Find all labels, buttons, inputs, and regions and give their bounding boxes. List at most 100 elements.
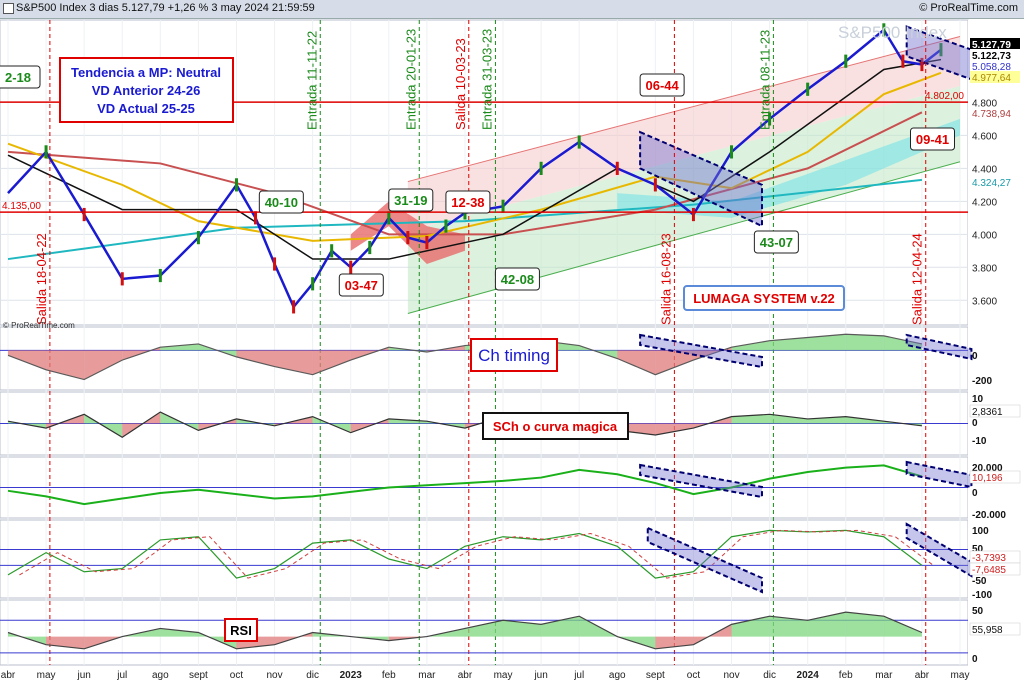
osc-fill	[883, 616, 922, 637]
time-tick-label: ago	[152, 670, 169, 681]
signal-label: Entrada 08-11-23	[757, 30, 772, 130]
osc-down-channel	[639, 463, 763, 499]
time-tick-label: oct	[687, 670, 701, 681]
sub-tick-label: 0	[972, 418, 978, 429]
time-tick-label: 2023	[340, 670, 363, 681]
signal-box-text: 42-08	[501, 272, 534, 287]
signal-box	[388, 188, 434, 212]
time-axis	[0, 666, 1024, 683]
price-tick-label: 3.600	[972, 296, 997, 307]
sub-tick-label: 20.000	[972, 463, 1003, 474]
osc-down-channel	[905, 333, 973, 361]
osc-down-channel	[905, 460, 973, 489]
osc-fill	[84, 350, 123, 380]
rsi-box	[224, 618, 258, 642]
signal-box	[338, 273, 384, 297]
price-tick-label: 4.800	[972, 98, 997, 109]
signal-box-text: 06-44	[646, 78, 680, 93]
price-label-bg	[970, 107, 1020, 119]
osc-line	[7, 411, 922, 438]
osc-fill	[731, 340, 770, 351]
time-tick-label: abr	[915, 670, 930, 681]
osc-fill	[693, 624, 732, 645]
rsi-text: RSI	[230, 623, 252, 638]
signal-box	[445, 190, 491, 214]
header-bar: S&P500 Index 3 dias 5.127,79 +1,26 % 3 m…	[0, 0, 1024, 19]
time-tick-label: ago	[609, 670, 626, 681]
time-tick-label: oct	[230, 670, 244, 681]
sub-tick-label: -10	[972, 436, 987, 447]
sub-tick-label: 10	[972, 394, 984, 405]
price-label: 4.977,64	[972, 73, 1011, 84]
sub-price-label: 10,196	[972, 473, 1003, 484]
ma-teal	[7, 178, 923, 261]
sch-text: SCh o curva magica	[493, 419, 618, 434]
sub-tick-label: 50	[972, 544, 984, 555]
osc-fill	[731, 616, 770, 637]
time-tick-label: jun	[76, 670, 90, 681]
signal-label: Salida 18-04-22	[34, 233, 49, 325]
ch-timing-text: Ch timing	[478, 346, 550, 365]
osc-fill	[503, 620, 542, 637]
osc-down-channel	[639, 333, 763, 369]
sub-tick-label: -20.000	[972, 510, 1006, 521]
time-tick-label: nov	[723, 670, 739, 681]
osc-line	[7, 529, 923, 579]
osc-fill	[541, 616, 580, 637]
chart-brand: © ProRealTime.com	[3, 321, 75, 330]
signal-box	[909, 127, 955, 151]
osc-fill	[236, 350, 275, 367]
header-title: S&P500 Index 3 dias 5.127,79 +1,26 % 3 m…	[16, 2, 315, 14]
price-label: 4.738,94	[972, 109, 1011, 120]
osc-fill	[655, 350, 694, 375]
signal-box-text: 2-18	[5, 70, 31, 85]
time-tick-label: nov	[266, 670, 282, 681]
lumaga-box	[683, 285, 845, 311]
osc-fill	[160, 343, 199, 351]
time-tick-label: sept	[189, 670, 208, 681]
price-tick-label: 3.800	[972, 263, 997, 274]
time-tick-label: dic	[306, 670, 319, 681]
time-tick-label: mar	[875, 670, 893, 681]
signal-box-text: 40-10	[265, 195, 298, 210]
price-label-bg	[970, 38, 1020, 50]
signal-label: Entrada 11-11-22	[304, 31, 319, 130]
ch-timing-box	[470, 338, 558, 372]
osc-line	[7, 333, 923, 381]
sub-tick-label: -200	[972, 376, 992, 387]
sub-price-label: -7,6485	[972, 565, 1006, 576]
tendencia-line-1: VD Anterior 24-26	[92, 83, 201, 98]
sub-price-label: 55,958	[972, 625, 1003, 636]
signal-box-text: 03-47	[345, 278, 378, 293]
time-tick-label: jul	[573, 670, 584, 681]
sch-box	[482, 412, 629, 440]
signal-label: Salida 12-04-24	[910, 233, 925, 325]
price-label: 5.127,79	[972, 40, 1011, 51]
time-tick-label: may	[494, 670, 513, 681]
sub-tick-label: 0	[972, 488, 978, 499]
tendencia-box	[59, 57, 234, 123]
time-tick-label: feb	[839, 670, 853, 681]
price-label: 4.324,27	[972, 178, 1011, 189]
sub-price-label: -3,7393	[972, 553, 1006, 564]
tendencia-line-2: VD Actual 25-25	[97, 101, 195, 116]
signal-box	[753, 230, 799, 254]
time-tick-label: jul	[116, 670, 127, 681]
level-label-4135: 4.135,00	[2, 201, 41, 212]
osc-fill	[122, 628, 161, 637]
osc-fill	[769, 414, 808, 424]
ma-black	[7, 58, 942, 260]
time-tick-label: may	[951, 670, 970, 681]
osc-down-channel	[905, 522, 973, 578]
sub-tick-label: 0	[972, 654, 978, 665]
channel-line-high	[407, 36, 961, 183]
signal-label: Entrada 31-03-23	[479, 29, 494, 130]
osc-fill	[655, 423, 694, 435]
signal-label: Entrada 20-01-23	[403, 29, 418, 130]
price-tick-label: 4.400	[972, 164, 997, 175]
down-channel-1	[639, 130, 763, 228]
osc-line	[7, 464, 923, 506]
time-tick-label: feb	[382, 670, 396, 681]
